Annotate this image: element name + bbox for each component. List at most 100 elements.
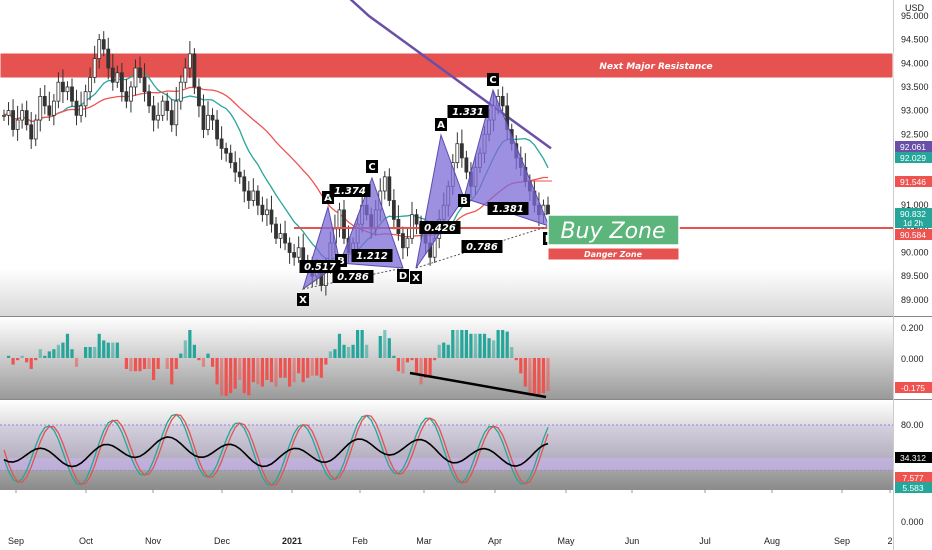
candle-body [174, 100, 179, 126]
histogram-bar [505, 331, 509, 358]
histogram-bar [251, 358, 255, 383]
histogram-bar [510, 347, 514, 358]
price-badge-label: 92.061 [900, 142, 926, 152]
candle-body [391, 200, 396, 220]
histogram-bar [365, 344, 369, 358]
price-tick-label: 90.500 [901, 224, 929, 234]
osc1-badge-label: -0.175 [901, 383, 925, 393]
candle-body [70, 86, 74, 102]
histogram-bar [102, 340, 106, 358]
price-badge-label: 91.546 [900, 177, 926, 187]
price-badge-label: 90.584 [900, 230, 926, 240]
candle-body [133, 67, 138, 88]
histogram-bar [192, 344, 196, 358]
histogram-bar [210, 358, 215, 367]
candle-body [260, 204, 265, 216]
candle-body [455, 143, 460, 164]
candle-body [29, 124, 34, 140]
time-tick-label: Aug [764, 536, 780, 546]
candle-body [56, 81, 61, 102]
candle-body [396, 218, 401, 234]
candle-body [337, 209, 342, 230]
histogram-bar [333, 349, 337, 358]
histogram-bar [183, 340, 187, 358]
candle-body [147, 91, 151, 107]
candle-body [101, 39, 106, 50]
histogram-bar [233, 358, 237, 389]
buy-zone[interactable] [547, 214, 680, 246]
candle-body [165, 100, 170, 111]
candle-body [156, 114, 161, 121]
histogram-bar [378, 336, 382, 358]
price-tick-label: 95.000 [901, 11, 929, 21]
histogram-bar [546, 358, 550, 391]
histogram-bar [70, 349, 74, 358]
stochastic-oscillator [3, 413, 549, 486]
pattern-point-labels: XABCDXABCD [297, 73, 555, 306]
histogram-bar [396, 358, 400, 372]
histogram-bar [201, 358, 206, 367]
buy-zone-label: Buy Zone [560, 219, 665, 244]
candle-body [464, 157, 469, 173]
candle-body [237, 171, 242, 178]
histogram-bar [84, 347, 88, 358]
candle-body [119, 72, 124, 93]
candle-body [151, 105, 156, 121]
time-tick-label: Dec [214, 536, 231, 546]
candle-body [405, 237, 410, 249]
candle-body [242, 176, 247, 192]
pattern-point-label: X [412, 273, 420, 284]
histogram-bar [319, 358, 323, 378]
pattern-ratio-box [332, 270, 374, 283]
candle-body [88, 77, 93, 93]
pattern-point-label: C [489, 75, 496, 86]
candle-body [210, 114, 215, 121]
candle-body [24, 110, 29, 126]
candle-body [197, 86, 201, 107]
candle-body [178, 81, 183, 102]
pattern-ratio-box [419, 221, 461, 234]
pattern-point-label: A [437, 120, 445, 131]
candle-body [410, 214, 414, 239]
histogram-bar [501, 330, 505, 358]
histogram-bar [428, 358, 432, 376]
candle-body [215, 119, 219, 140]
price-tick-label: 89.500 [901, 271, 929, 281]
resistance-zone-label: Next Major Resistance [599, 62, 712, 72]
divergence-line[interactable] [409, 371, 547, 399]
candle-body [228, 152, 233, 164]
pattern-ratio-box [299, 260, 341, 273]
pattern-ratio-label: 0.426 [424, 223, 456, 234]
histogram-bar [514, 358, 518, 361]
pattern-point-box [297, 293, 309, 306]
harmonic-pattern-2[interactable] [415, 88, 550, 269]
histogram-bar [238, 358, 242, 380]
histogram-bar [446, 344, 450, 358]
histogram-bar [74, 358, 79, 367]
histogram-bar [106, 342, 110, 358]
histogram-bar [165, 358, 169, 369]
price-badge-label: 92.029 [900, 153, 926, 163]
osc2-tick-label: 0.000 [901, 517, 924, 527]
histogram-bar [16, 358, 20, 361]
candle-body [274, 223, 278, 239]
histogram-bar [11, 358, 15, 365]
histogram-bar [328, 351, 332, 358]
histogram-bar [206, 353, 210, 358]
candle-body [169, 110, 174, 126]
danger-zone[interactable] [547, 247, 680, 261]
pattern-point-label: B [337, 256, 345, 267]
pattern1-triangle-bcd [339, 176, 404, 269]
price-tick-label: 90.000 [901, 248, 929, 258]
price-badge [895, 229, 932, 240]
pattern-ratio-box [351, 249, 393, 262]
candle-body [382, 176, 387, 192]
histogram-bar [288, 358, 292, 387]
histogram-bar [124, 358, 128, 369]
histogram-bar [93, 347, 97, 358]
pattern1-xd-line [302, 267, 404, 290]
histogram-bar [138, 358, 142, 372]
histogram-bar [356, 330, 360, 358]
histogram-bar [229, 358, 233, 394]
